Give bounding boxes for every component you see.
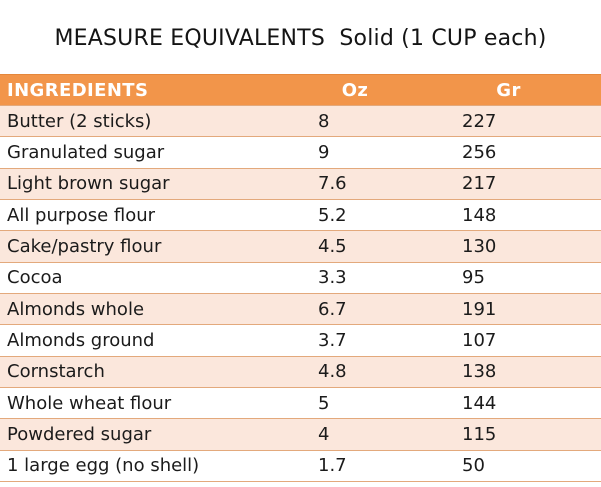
- column-header-oz: Oz: [341, 79, 369, 101]
- ingredient-cell: All purpose flour: [7, 204, 156, 226]
- table-row: Cocoa 3.3 95: [0, 261, 601, 293]
- table-row: Cornstarch 4.8 138: [0, 355, 601, 387]
- table-row: Almonds whole 6.7 191: [0, 292, 601, 325]
- gr-cell: 107: [462, 329, 497, 351]
- ingredient-cell: Butter (2 sticks): [7, 110, 152, 132]
- oz-cell: 3.3: [318, 267, 347, 289]
- ingredient-cell: Powdered sugar: [7, 423, 152, 445]
- table-row: Powdered sugar 4 115: [0, 418, 601, 450]
- table-row: Whole wheat flour 5 144: [0, 386, 601, 419]
- table-row: Cake/pastry flour 4.5 130: [0, 230, 601, 262]
- oz-cell: 5: [318, 392, 330, 414]
- ingredient-cell: 1 large egg (no shell): [7, 455, 200, 477]
- table-row: Light brown sugar 7.6 217: [0, 167, 601, 199]
- oz-cell: 4.5: [318, 235, 347, 257]
- gr-cell: 115: [462, 423, 497, 445]
- table-row: Butter (2 sticks) 8 227: [0, 105, 601, 137]
- oz-cell: 7.6: [318, 173, 347, 195]
- gr-cell: 95: [462, 267, 485, 289]
- ingredient-cell: Cocoa: [7, 267, 63, 289]
- oz-cell: 6.7: [318, 298, 347, 320]
- gr-cell: 227: [462, 110, 497, 132]
- ingredient-cell: Almonds whole: [7, 298, 145, 320]
- oz-cell: 9: [318, 141, 330, 163]
- oz-cell: 4: [318, 423, 330, 445]
- table-row: Granulated sugar 9 256: [0, 136, 601, 168]
- ingredient-cell: Cake/pastry flour: [7, 235, 162, 257]
- ingredient-cell: Light brown sugar: [7, 173, 170, 195]
- measure-equivalents-table: INGREDIENTS Oz Gr Butter (2 sticks) 8 22…: [0, 74, 601, 482]
- column-header-ingredients: INGREDIENTS: [7, 79, 149, 101]
- gr-cell: 191: [462, 298, 497, 320]
- oz-cell: 5.2: [318, 204, 347, 226]
- table-row: All purpose flour 5.2 148: [0, 198, 601, 231]
- oz-cell: 3.7: [318, 329, 347, 351]
- gr-cell: 50: [462, 455, 485, 477]
- page-title: MEASURE EQUIVALENTS Solid (1 CUP each): [54, 26, 547, 51]
- ingredient-cell: Granulated sugar: [7, 141, 165, 163]
- column-header-gr: Gr: [496, 79, 521, 101]
- table-row: Almonds ground 3.7 107: [0, 324, 601, 356]
- oz-cell: 8: [318, 110, 330, 132]
- gr-cell: 148: [462, 204, 497, 226]
- oz-cell: 1.7: [318, 455, 347, 477]
- gr-cell: 130: [462, 235, 497, 257]
- ingredient-cell: Almonds ground: [7, 329, 155, 351]
- gr-cell: 217: [462, 173, 497, 195]
- ingredient-cell: Whole wheat flour: [7, 392, 172, 414]
- table-header-row: INGREDIENTS Oz Gr: [0, 74, 601, 105]
- gr-cell: 138: [462, 361, 497, 383]
- table-row: 1 large egg (no shell) 1.7 50: [0, 449, 601, 481]
- gr-cell: 256: [462, 141, 497, 163]
- ingredient-cell: Cornstarch: [7, 361, 105, 383]
- gr-cell: 144: [462, 392, 497, 414]
- oz-cell: 4.8: [318, 361, 347, 383]
